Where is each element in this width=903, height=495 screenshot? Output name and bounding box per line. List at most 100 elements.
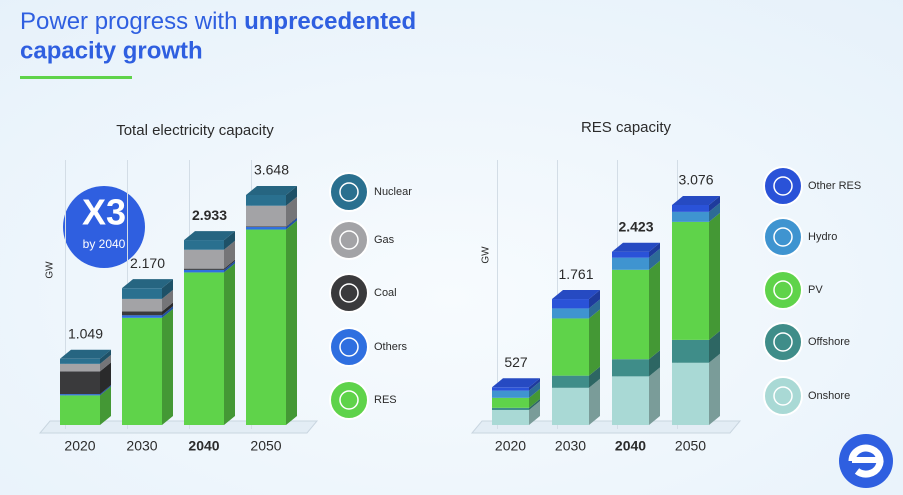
bar-side (529, 388, 540, 408)
bar-segment (492, 407, 529, 410)
bar-side (100, 386, 111, 425)
bar-segment (246, 205, 286, 227)
bar-segment (122, 288, 162, 299)
bar-segment (672, 339, 709, 363)
bar-side (589, 366, 600, 388)
legend-label: RES (374, 394, 397, 406)
bar-top (672, 196, 720, 205)
bar-side (709, 202, 720, 222)
title-underline (20, 76, 132, 79)
legend-icon-ring (339, 390, 359, 410)
bar-top (552, 290, 600, 300)
bar-side (529, 398, 540, 410)
x-tick-label: 2020 (495, 438, 526, 454)
badge (63, 186, 145, 268)
page-title: Power progress with unprecedented (20, 8, 416, 35)
legend-label: Offshore (808, 336, 850, 348)
legend-icon-ring (773, 332, 793, 352)
legend-icon (329, 380, 369, 420)
bar-side (649, 248, 660, 270)
bar-segment (122, 298, 162, 312)
bar-side (589, 299, 600, 319)
bar-side (224, 263, 235, 425)
bar-segment (612, 359, 649, 377)
legend-label: Onshore (808, 390, 850, 402)
bar-segment (60, 395, 100, 425)
bar-side (100, 349, 111, 364)
total-label: 3.076 (678, 172, 713, 188)
badge-main: X3 (82, 192, 126, 233)
logo-bar (852, 457, 880, 463)
bar-side (224, 231, 235, 250)
legend-icon (763, 166, 803, 206)
x-tick-label: 2050 (250, 438, 281, 454)
bar-side (709, 330, 720, 363)
bar-side (100, 385, 111, 396)
bar-side (529, 381, 540, 398)
legend-icon (329, 220, 369, 260)
legend-icon-ring (339, 337, 359, 357)
total-label: 2.933 (192, 207, 227, 223)
bar-segment (122, 311, 162, 316)
bar-side (286, 186, 297, 206)
bar-segment (672, 205, 709, 212)
legend-label: Hydro (808, 231, 837, 243)
bar-segment (552, 375, 589, 388)
bar-side (224, 240, 235, 269)
legend-icon-ring (339, 182, 359, 202)
bar-side (649, 350, 660, 377)
total-label: 1.761 (558, 266, 593, 282)
bar-segment (246, 227, 286, 230)
bar-segment (492, 397, 529, 408)
legend-label: Other RES (808, 180, 861, 192)
bar-segment (246, 229, 286, 425)
bar-segment (60, 363, 100, 372)
bar-top (246, 186, 297, 195)
legend-icon (763, 270, 803, 310)
x-tick-label: 2040 (615, 438, 646, 454)
bar-side (529, 378, 540, 391)
legend-label: Others (374, 341, 408, 353)
legend-icon-ring (773, 176, 793, 196)
bar-segment (60, 371, 100, 395)
bar-segment (184, 269, 224, 273)
bar-side (709, 196, 720, 212)
title-emphasis: unprecedented (244, 8, 416, 35)
total-label: 2.170 (130, 255, 165, 271)
bar-side (162, 302, 173, 316)
bar-top (492, 378, 540, 388)
total-label: 527 (504, 354, 528, 370)
total-label: 3.648 (254, 162, 289, 178)
legend-icon-ring (339, 283, 359, 303)
bar-segment (552, 299, 589, 309)
badge-sub: by 2040 (83, 237, 126, 251)
logo (839, 434, 893, 488)
bar-side (224, 260, 235, 273)
chart-title: RES capacity (581, 119, 672, 136)
title-lead: Power progress with (20, 8, 237, 35)
bar-segment (672, 362, 709, 425)
bar-side (709, 212, 720, 340)
bar-side (286, 217, 297, 228)
bar-side (649, 367, 660, 425)
x-tick-label: 2030 (555, 438, 586, 454)
bar-side (589, 378, 600, 425)
bar-segment (184, 249, 224, 269)
logo-e (848, 444, 884, 478)
bar-segment (612, 376, 649, 425)
bar-side (649, 260, 660, 360)
legend-icon (763, 217, 803, 257)
bar-side (162, 279, 173, 299)
x-tick-label: 2050 (675, 438, 706, 454)
bar-top (122, 279, 173, 289)
bar-side (100, 354, 111, 372)
bar-side (589, 309, 600, 376)
bar-side (286, 196, 297, 227)
bar-segment (492, 387, 529, 391)
bar-segment (122, 317, 162, 425)
bar-segment (492, 409, 529, 425)
bar-side (589, 290, 600, 309)
bar-side (286, 218, 297, 230)
legend-label: Coal (374, 287, 397, 299)
